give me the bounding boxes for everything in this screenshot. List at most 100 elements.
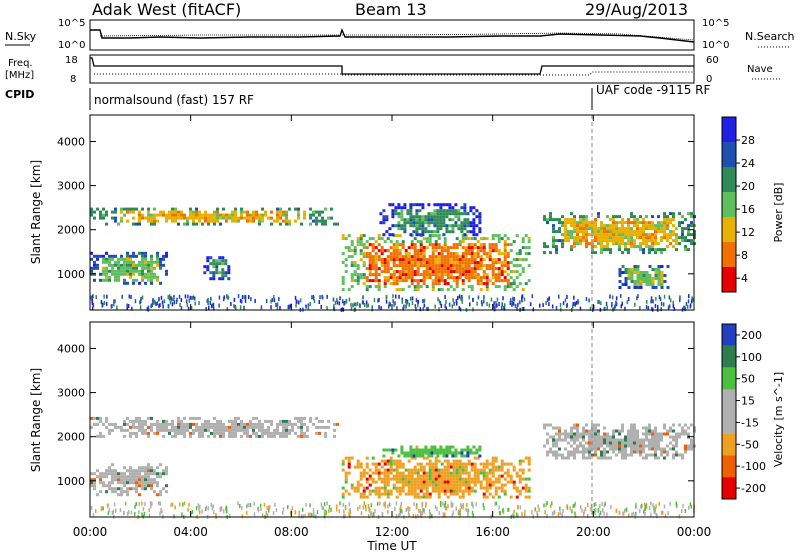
speckle-cell [279, 305, 281, 310]
echo-cell [642, 224, 645, 228]
echo-cell [129, 254, 132, 258]
speckle-cell [516, 306, 518, 311]
speckle-cell [126, 303, 128, 308]
speckle-cell [138, 510, 140, 515]
speckle-cell [622, 511, 624, 516]
echo-cell [318, 431, 321, 435]
echo-cell [350, 273, 354, 277]
echo-cell [654, 274, 658, 277]
echo-cell [597, 236, 600, 240]
echo-cell [509, 285, 513, 289]
echo-cell [552, 444, 555, 448]
echo-cell [114, 278, 117, 282]
echo-cell [427, 224, 431, 228]
speckle-cell [512, 301, 515, 306]
echo-cell [344, 477, 348, 481]
echo-cell [518, 249, 522, 253]
echo-cell [198, 431, 201, 435]
echo-cell [168, 428, 171, 432]
echo-cell [491, 462, 495, 466]
speckle-cell [273, 294, 275, 299]
echo-cell [500, 459, 504, 463]
speckle-cell [408, 302, 410, 307]
echo-cell [660, 230, 663, 234]
speckle-cell [385, 299, 388, 304]
echo-cell [356, 279, 360, 283]
echo-cell [377, 258, 381, 262]
echo-cell [515, 486, 519, 490]
speckle-cell [278, 297, 280, 302]
echo-cell [651, 245, 654, 249]
echo-cell [303, 216, 306, 220]
echo-cell [600, 245, 603, 249]
echo-cell [579, 239, 582, 243]
echo-cell [494, 249, 498, 253]
speckle-cell [513, 514, 515, 519]
echo-cell [672, 212, 675, 216]
echo-cell [636, 429, 639, 433]
echo-cell [469, 224, 473, 228]
echo-cell [428, 459, 432, 463]
echo-cell [341, 288, 345, 292]
echo-cell [515, 258, 519, 262]
speckle-cell [298, 514, 300, 519]
echo-cell [147, 478, 150, 482]
echo-cell [240, 425, 243, 429]
echo-cell [416, 486, 420, 490]
speckle-cell [646, 299, 648, 304]
echo-cell [624, 233, 627, 237]
speckle-cell [187, 294, 189, 299]
echo-cell [203, 271, 207, 275]
echo-cell [359, 477, 363, 481]
echo-cell [485, 276, 489, 280]
echo-cell [255, 210, 258, 214]
echo-cell [690, 212, 693, 216]
echo-cell [365, 462, 369, 466]
echo-cell [657, 274, 661, 277]
speckle-cell [311, 295, 313, 300]
echo-cell [333, 434, 336, 438]
echo-cell [421, 215, 425, 219]
echo-cell [463, 224, 467, 228]
echo-cell [461, 264, 465, 268]
speckle-cell [580, 505, 582, 510]
echo-cell [120, 254, 123, 258]
speckle-cell [301, 507, 304, 512]
echo-cell [388, 233, 392, 237]
echo-cell [624, 447, 627, 451]
echo-cell [588, 221, 591, 225]
speckle-cell [170, 503, 172, 508]
echo-cell [135, 254, 138, 258]
colorbar-swatch [722, 411, 736, 434]
speckle-cell [304, 513, 306, 518]
echo-cell [344, 270, 348, 274]
speckle-cell [131, 306, 133, 311]
echo-cell [437, 243, 441, 247]
echo-cell [675, 441, 678, 445]
speckle-cell [419, 307, 422, 312]
echo-cell [597, 456, 600, 460]
echo-cell [413, 471, 417, 475]
echo-cell [425, 237, 429, 241]
echo-cell [159, 422, 162, 426]
echo-cell [636, 432, 639, 436]
echo-cell [524, 495, 528, 499]
echo-cell [633, 441, 636, 445]
echo-cell [297, 216, 300, 220]
speckle-cell [635, 504, 637, 509]
speckle-cell [415, 307, 417, 311]
speckle-cell [515, 512, 518, 517]
echo-cell [555, 441, 558, 445]
echo-cell [234, 419, 237, 423]
echo-cell [213, 210, 216, 214]
echo-cell [464, 249, 468, 253]
speckle-cell [503, 306, 506, 311]
echo-cell [579, 242, 582, 246]
echo-cell [228, 431, 231, 435]
echo-cell [102, 207, 105, 211]
echo-cell [409, 218, 413, 222]
echo-cell [418, 451, 422, 455]
echo-cell [512, 282, 516, 286]
echo-cell [437, 258, 441, 262]
echo-cell [564, 239, 567, 243]
